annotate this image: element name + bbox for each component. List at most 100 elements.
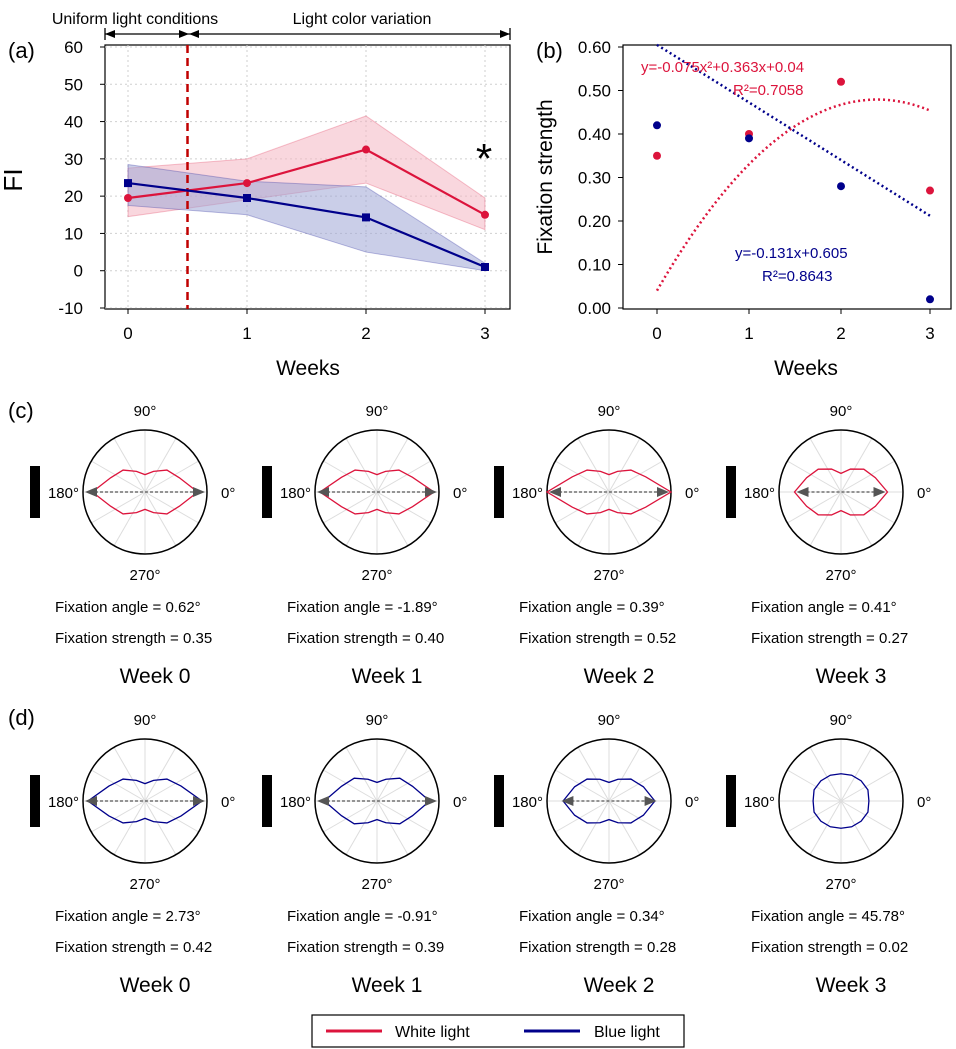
stimulus-bar: [30, 466, 40, 518]
polar-spoke: [376, 491, 409, 546]
polar-spoke: [555, 460, 610, 493]
white-point: [837, 77, 845, 86]
a-ytick-label: 10: [64, 224, 83, 243]
blue-fit-r2: R²=0.8643: [762, 268, 832, 285]
phase-left-label: Uniform light conditions: [52, 11, 218, 28]
polar-distribution: [545, 469, 673, 515]
b-xtick-label: 0: [652, 324, 661, 343]
polar-spoke: [840, 769, 895, 802]
fixation-arrowhead: [85, 796, 97, 806]
b-xtick-label: 3: [925, 324, 934, 343]
polar-spoke: [787, 460, 842, 493]
polar-spoke: [323, 800, 378, 833]
stimulus-bar: [726, 775, 736, 827]
fixation-angle-text: Fixation angle = 0.34°: [519, 908, 665, 925]
fixation-arrowhead: [85, 487, 97, 497]
white-point: [362, 145, 370, 154]
panel-b-y-ticks: 0.00 0.10 0.20 0.30 0.40 0.50 0.60: [578, 38, 623, 318]
polar-c-0: 90° 180° 0° 270° Fixation angle = 0.62° Fixat…: [30, 403, 235, 688]
week-title: Week 0: [120, 665, 191, 688]
a-ytick-label: 50: [64, 75, 83, 94]
angle-label-180: 180°: [744, 794, 775, 811]
a-xtick-label: 0: [123, 324, 132, 343]
angle-label-90: 90°: [134, 712, 157, 729]
polar-spoke: [113, 491, 146, 546]
polar-spoke: [840, 491, 873, 546]
polar-spoke: [577, 800, 610, 855]
polar-spoke: [144, 491, 177, 546]
angle-label-90: 90°: [366, 712, 389, 729]
polar-spoke: [113, 438, 146, 493]
b-ytick-label: 0.10: [578, 256, 611, 275]
panel-a-series: [124, 145, 489, 271]
polar-spoke: [144, 438, 177, 493]
angle-label-270: 270°: [825, 876, 856, 893]
polar-spoke: [555, 769, 610, 802]
panel-b-x-label: Weeks: [774, 357, 838, 380]
blue-point: [243, 194, 251, 203]
white-point: [926, 186, 934, 195]
white-fit-equation: y=-0.075x²+0.363x+0.04: [641, 59, 804, 76]
b-xtick-label: 2: [836, 324, 845, 343]
polar-spoke: [376, 460, 431, 493]
polar-plots: 90° 180° 0° 270° Fixation angle = 0.62° Fixat…: [30, 403, 931, 997]
b-xtick-label: 1: [744, 324, 753, 343]
panel-b-label: (b): [536, 38, 563, 63]
a-ytick-label: 60: [64, 38, 83, 57]
fixation-strength-text: Fixation strength = 0.40: [287, 630, 444, 647]
polar-spoke: [608, 747, 641, 802]
polar-outline: [314, 738, 440, 864]
polar-spoke: [577, 438, 610, 493]
polar-spoke: [376, 438, 409, 493]
polar-outline: [546, 738, 672, 864]
angle-label-0: 0°: [917, 794, 931, 811]
polar-outline: [778, 738, 904, 864]
fixation-strength-text: Fixation strength = 0.35: [55, 630, 212, 647]
polar-spoke: [809, 438, 842, 493]
polar-spoke: [840, 747, 873, 802]
angle-label-90: 90°: [598, 712, 621, 729]
fixation-strength-text: Fixation strength = 0.42: [55, 939, 212, 956]
fixation-arrowhead: [193, 796, 205, 806]
white-point: [243, 179, 251, 188]
fixation-arrowhead: [873, 487, 886, 497]
fixation-angle-text: Fixation angle = 45.78°: [751, 908, 905, 925]
polar-spoke: [144, 491, 199, 524]
polar-spoke: [345, 491, 378, 546]
white-point: [481, 210, 489, 219]
angle-label-90: 90°: [598, 403, 621, 420]
panel-d-label: (d): [8, 705, 35, 730]
angle-label-180: 180°: [280, 485, 311, 502]
week-title: Week 2: [584, 974, 655, 997]
blue-point: [481, 262, 489, 271]
polar-spoke: [323, 460, 378, 493]
a-ytick-label: 20: [64, 187, 83, 206]
week-title: Week 2: [584, 665, 655, 688]
angle-label-180: 180°: [512, 794, 543, 811]
fixation-angle-text: Fixation angle = 0.41°: [751, 599, 897, 616]
polar-spoke: [113, 747, 146, 802]
panel-a-x-ticks: 0 1 2 3: [123, 309, 490, 343]
angle-label-180: 180°: [48, 794, 79, 811]
fixation-strength-text: Fixation strength = 0.27: [751, 630, 908, 647]
b-ytick-label: 0.50: [578, 82, 611, 101]
fixation-arrowhead: [657, 487, 669, 497]
angle-label-0: 0°: [221, 485, 235, 502]
stimulus-bar: [494, 775, 504, 827]
angle-label-90: 90°: [830, 403, 853, 420]
stimulus-bar: [30, 775, 40, 827]
polar-spoke: [787, 491, 842, 524]
legend-blue-label: Blue light: [594, 1024, 660, 1041]
polar-spoke: [608, 800, 663, 833]
fixation-arrowhead: [644, 796, 657, 806]
polar-spoke: [608, 769, 663, 802]
polar-spoke: [608, 438, 641, 493]
blue-fit-equation: y=-0.131x+0.605: [735, 245, 848, 262]
polar-d-3: 90° 180° 0° 270° Fixation angle = 45.78° Fixa…: [726, 712, 931, 997]
angle-label-270: 270°: [361, 876, 392, 893]
b-ytick-label: 0.20: [578, 212, 611, 231]
polar-spoke: [144, 800, 177, 855]
polar-c-3: 90° 180° 0° 270° Fixation angle = 0.41° Fixat…: [726, 403, 931, 688]
angle-label-0: 0°: [453, 794, 467, 811]
